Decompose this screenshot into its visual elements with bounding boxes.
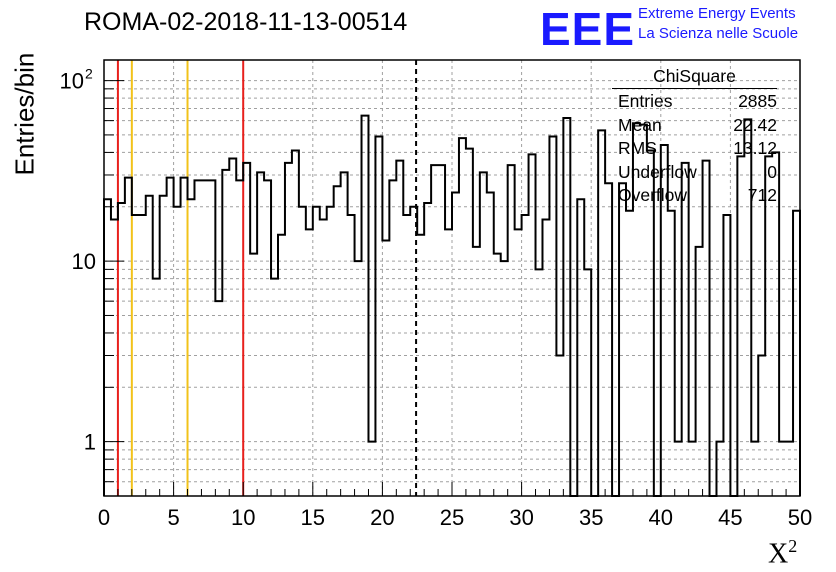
x-tick-label: 0: [98, 505, 110, 530]
x-axis-label-superscript: 2: [788, 536, 798, 556]
stats-row: RMS 13.12: [612, 137, 777, 161]
x-tick-label: 5: [167, 505, 179, 530]
reference-lines: [116, 60, 418, 496]
stats-label: Entries: [618, 91, 673, 111]
stats-label: RMS: [618, 138, 657, 158]
stats-row: Overflow 712: [612, 184, 777, 208]
y-tick-label: 1: [84, 430, 96, 455]
stats-value: 22.42: [733, 114, 777, 135]
y-tick-label: 10: [60, 69, 84, 94]
stats-value: 712: [747, 185, 777, 205]
histogram-series: [103, 114, 801, 497]
stats-label: Mean: [618, 114, 662, 135]
eee-logo: EEE: [540, 3, 636, 55]
x-tick-label: 40: [649, 505, 673, 530]
stats-title: ChiSquare: [612, 66, 777, 89]
x-tick-label: 45: [718, 505, 742, 530]
stats-row: Underflow 0: [612, 161, 777, 185]
stats-label: Underflow: [618, 161, 697, 182]
chart-title: ROMA-02-2018-11-13-00514: [84, 8, 408, 36]
stats-row: Mean 22.42: [612, 114, 777, 138]
stats-value: 2885: [738, 91, 777, 111]
y-axis-label: Entries/bin: [9, 52, 40, 176]
stats-value: 13.12: [733, 138, 777, 158]
x-tick-label: 30: [509, 505, 533, 530]
logo-line-2: La Scienza nelle Scuole: [638, 25, 799, 42]
logo-line-1: Extreme Energy Events: [638, 5, 796, 22]
stats-value: 0: [767, 161, 777, 182]
x-axis-label: X2: [768, 536, 797, 570]
x-tick-label: 10: [231, 505, 255, 530]
y-tick-label: 10: [72, 249, 96, 274]
x-axis-label-base: X: [768, 538, 789, 570]
x-tick-label: 35: [579, 505, 603, 530]
stats-box: ChiSquare Entries 2885 Mean 22.42 RMS 13.12…: [612, 66, 777, 208]
axis-ticks: [103, 80, 801, 496]
stats-row: Entries 2885: [612, 90, 777, 114]
x-tick-label: 25: [440, 505, 464, 530]
y-tick-label-superscript: 2: [85, 66, 93, 82]
x-tick-label: 50: [788, 505, 812, 530]
histogram-step-line: [103, 114, 801, 497]
x-tick-label: 15: [301, 505, 325, 530]
stats-label: Overflow: [618, 185, 688, 205]
x-tick-label: 20: [370, 505, 394, 530]
